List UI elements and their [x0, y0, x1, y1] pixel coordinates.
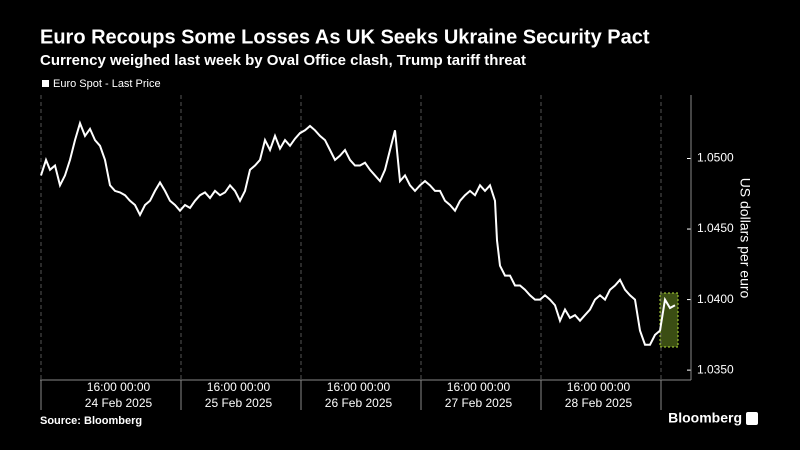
- x-tick-label: 16:00 00:00: [327, 380, 391, 394]
- x-tick-label: 16:00 00:00: [447, 380, 511, 394]
- x-tick-label: 16:00 00:00: [87, 380, 151, 394]
- legend-label: Euro Spot - Last Price: [53, 78, 161, 90]
- y-axis-label: US dollars per euro: [737, 178, 753, 299]
- price-line: [40, 120, 676, 346]
- legend-swatch: [42, 80, 49, 87]
- x-date-label: 24 Feb 2025: [85, 396, 153, 410]
- y-tick-label: 1.0500: [697, 151, 734, 165]
- chart-title: Euro Recoups Some Losses As UK Seeks Ukr…: [40, 26, 650, 48]
- x-date-label: 27 Feb 2025: [445, 396, 513, 410]
- x-date-label: 28 Feb 2025: [565, 396, 633, 410]
- brand-icon: [746, 412, 758, 425]
- brand: Bloomberg: [668, 410, 742, 426]
- y-tick-label: 1.0350: [697, 362, 734, 376]
- x-date-label: 25 Feb 2025: [205, 396, 273, 410]
- y-tick-label: 1.0400: [697, 292, 734, 306]
- x-tick-label: 16:00 00:00: [567, 380, 631, 394]
- source: Source: Bloomberg: [40, 415, 142, 427]
- x-date-label: 26 Feb 2025: [325, 396, 393, 410]
- chart-subtitle: Currency weighed last week by Oval Offic…: [40, 52, 526, 69]
- y-tick-label: 1.0450: [697, 221, 734, 235]
- x-tick-label: 16:00 00:00: [207, 380, 271, 394]
